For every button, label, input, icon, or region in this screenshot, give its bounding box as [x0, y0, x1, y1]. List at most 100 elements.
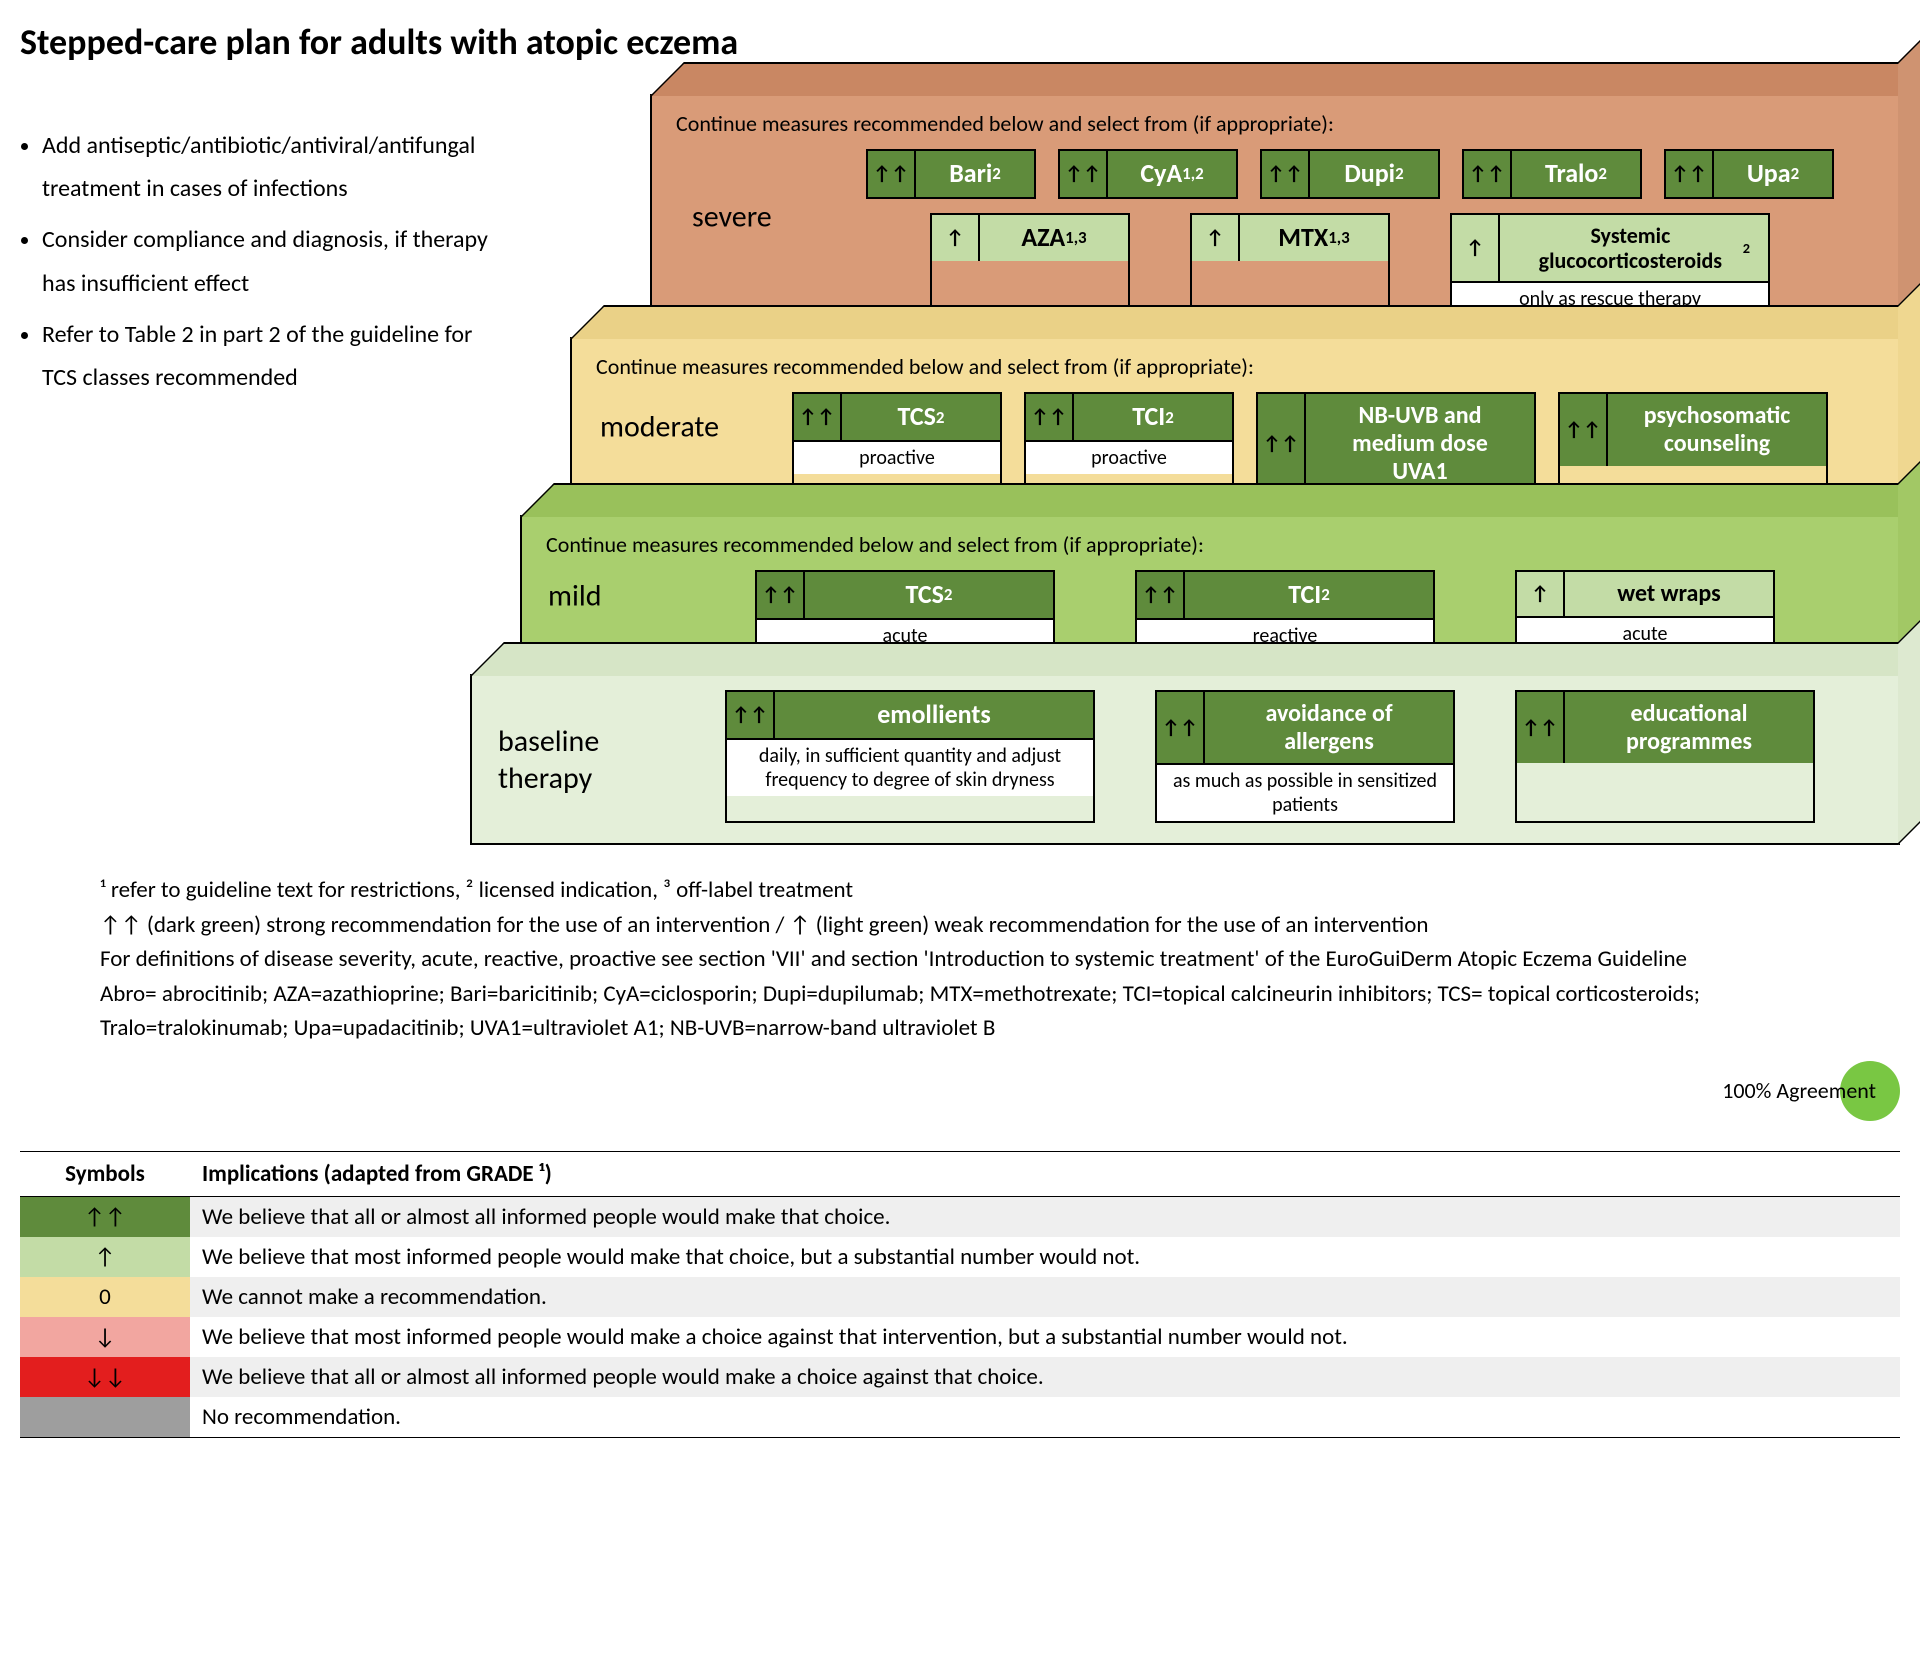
grade-symbol: [20, 1397, 190, 1438]
recommendation-arrow-icon: ↑↑: [1258, 394, 1306, 493]
recommendation-arrow-icon: ↑↑: [757, 572, 805, 618]
footnotes: ¹ refer to guideline text for restrictio…: [100, 873, 1820, 1046]
med-label: TCS2: [842, 394, 1000, 440]
recommendation-arrow-icon: ↑↑: [1666, 151, 1714, 197]
med-label: TCI2: [1074, 394, 1232, 440]
tier-row: ↑↑emollientsdaily, in sufficient quantit…: [492, 690, 1878, 823]
tier-label: mild: [548, 577, 602, 614]
recommendation-arrow-icon: ↑↑: [1560, 394, 1608, 465]
med-emollients: ↑↑emollientsdaily, in sufficient quantit…: [725, 690, 1095, 823]
recommendation-arrow-icon: ↑: [1517, 572, 1565, 616]
med-subtext: as much as possible in sensitized patien…: [1157, 763, 1453, 821]
med-label: AZA1,3: [980, 215, 1128, 261]
grade-row: 0We cannot make a recommendation.: [20, 1277, 1900, 1317]
agreement-label: 100% Agreement: [1722, 1077, 1876, 1104]
footnote-line: For definitions of disease severity, acu…: [100, 942, 1820, 977]
med-label: Tralo2: [1512, 151, 1640, 197]
recommendation-arrow-icon: ↑: [932, 215, 980, 261]
tier-header: Continue measures recommended below and …: [596, 353, 1878, 380]
recommendation-arrow-icon: ↑↑: [1464, 151, 1512, 197]
tier-header: Continue measures recommended below and …: [676, 110, 1878, 137]
grade-implication: We cannot make a recommendation.: [190, 1277, 1900, 1317]
tier-severe: Continue measures recommended below and …: [650, 94, 1900, 339]
med-avoidance-of-allergens: ↑↑avoidance of allergensas much as possi…: [1155, 690, 1455, 823]
recommendation-arrow-icon: ↑↑: [1137, 572, 1185, 618]
med-label: TCS2: [805, 572, 1053, 618]
tier-top-face: [470, 642, 1920, 676]
side-note-item: Add antiseptic/antibiotic/antiviral/anti…: [42, 124, 490, 210]
recommendation-arrow-icon: ↑↑: [1517, 692, 1565, 763]
recommendation-arrow-icon: ↑↑: [1060, 151, 1108, 197]
grade-symbol: ↓↓: [20, 1357, 190, 1397]
grade-symbol: ↑: [20, 1237, 190, 1277]
recommendation-arrow-icon: ↑↑: [1157, 692, 1205, 763]
med-label: TCI2: [1185, 572, 1433, 618]
grade-header-implications: Implications (adapted from GRADE ¹): [190, 1151, 1900, 1196]
med-label: Systemic glucocorticosteroids2: [1500, 215, 1768, 282]
med-aza: ↑AZA1,3: [930, 213, 1130, 318]
med-label: NB-UVB and medium dose UVA1: [1306, 394, 1534, 493]
med-mtx: ↑MTX1,3: [1190, 213, 1390, 318]
grade-symbol: 0: [20, 1277, 190, 1317]
top-area: Add antiseptic/antibiotic/antiviral/anti…: [20, 94, 1900, 843]
med-label: avoidance of allergens: [1205, 692, 1453, 763]
tier-row: ↑↑TCS2proactive↑↑TCI2proactive↑↑NB-UVB a…: [592, 392, 1878, 495]
grade-row: ↓↓We believe that all or almost all info…: [20, 1357, 1900, 1397]
grade-implication: We believe that most informed people wou…: [190, 1317, 1900, 1357]
med-tcs: ↑↑TCS2proactive: [792, 392, 1002, 495]
grade-row: ↑We believe that most informed people wo…: [20, 1237, 1900, 1277]
tier-row: ↑↑Bari2↑↑CyA1,2↑↑Dupi2↑↑Tralo2↑↑Upa2: [672, 149, 1878, 199]
med-subtext: proactive: [794, 440, 1000, 474]
grade-row: ↑↑We believe that all or almost all info…: [20, 1196, 1900, 1237]
med-tci: ↑↑TCI2proactive: [1024, 392, 1234, 495]
grade-row: No recommendation.: [20, 1397, 1900, 1438]
recommendation-arrow-icon: ↑↑: [868, 151, 916, 197]
med-tralo: ↑↑Tralo2: [1462, 149, 1642, 199]
grade-implication: We believe that most informed people wou…: [190, 1237, 1900, 1277]
tier-header: Continue measures recommended below and …: [546, 531, 1878, 558]
med-cya: ↑↑CyA1,2: [1058, 149, 1238, 199]
tier-label: baselinetherapy: [498, 723, 599, 797]
recommendation-arrow-icon: ↑↑: [1262, 151, 1310, 197]
med-label: educational programmes: [1565, 692, 1813, 763]
med-subtext: proactive: [1026, 440, 1232, 474]
med-label: psychosomatic counseling: [1608, 394, 1826, 465]
grade-row: ↓We believe that most informed people wo…: [20, 1317, 1900, 1357]
recommendation-arrow-icon: ↑↑: [727, 692, 775, 738]
tier-top-face: [570, 305, 1920, 339]
side-note-item: Refer to Table 2 in part 2 of the guidel…: [42, 313, 490, 399]
footnote-line: ↑↑ (dark green) strong recommendation fo…: [100, 908, 1820, 943]
tier-label: moderate: [600, 409, 719, 446]
med-label: emollients: [775, 692, 1093, 738]
med-upa: ↑↑Upa2: [1664, 149, 1834, 199]
med-educational-programmes: ↑↑educational programmes: [1515, 690, 1815, 823]
med-subtext: daily, in sufficient quantity and adjust…: [727, 738, 1093, 796]
grade-implication: No recommendation.: [190, 1397, 1900, 1438]
med-bari: ↑↑Bari2: [866, 149, 1036, 199]
grade-implication: We believe that all or almost all inform…: [190, 1196, 1900, 1237]
med-label: Upa2: [1714, 151, 1832, 197]
tier-label: severe: [692, 198, 772, 235]
grade-header-symbols: Symbols: [20, 1151, 190, 1196]
grade-implication: We believe that all or almost all inform…: [190, 1357, 1900, 1397]
footnote-line: ¹ refer to guideline text for restrictio…: [100, 873, 1820, 908]
med-label: MTX1,3: [1240, 215, 1388, 261]
med-label: wet wraps: [1565, 572, 1773, 616]
recommendation-arrow-icon: ↑↑: [1026, 394, 1074, 440]
recommendation-arrow-icon: ↑: [1192, 215, 1240, 261]
tier-side-face: [1898, 608, 1920, 845]
grade-symbol: ↓: [20, 1317, 190, 1357]
med-systemic-glucocorticosteroids: ↑Systemic glucocorticosteroids2only as r…: [1450, 213, 1770, 318]
recommendation-arrow-icon: ↑: [1452, 215, 1500, 282]
med-label: Bari2: [916, 151, 1034, 197]
med-label: Dupi2: [1310, 151, 1438, 197]
grade-table: Symbols Implications (adapted from GRADE…: [20, 1151, 1900, 1438]
stepped-pyramid: Continue measures recommended below and …: [520, 94, 1900, 843]
agreement-badge: 100% Agreement: [20, 1061, 1900, 1121]
footnote-line: Abro= abrocitinib; AZA=azathioprine; Bar…: [100, 977, 1820, 1046]
med-psychosomatic-counseling: ↑↑psychosomatic counseling: [1558, 392, 1828, 495]
tier-top-face: [520, 483, 1920, 517]
recommendation-arrow-icon: ↑↑: [794, 394, 842, 440]
tier-baseline: baselinetherapy↑↑emollientsdaily, in suf…: [470, 674, 1900, 845]
med-nb-uvb-and-medium-dose-uva1: ↑↑NB-UVB and medium dose UVA1: [1256, 392, 1536, 495]
